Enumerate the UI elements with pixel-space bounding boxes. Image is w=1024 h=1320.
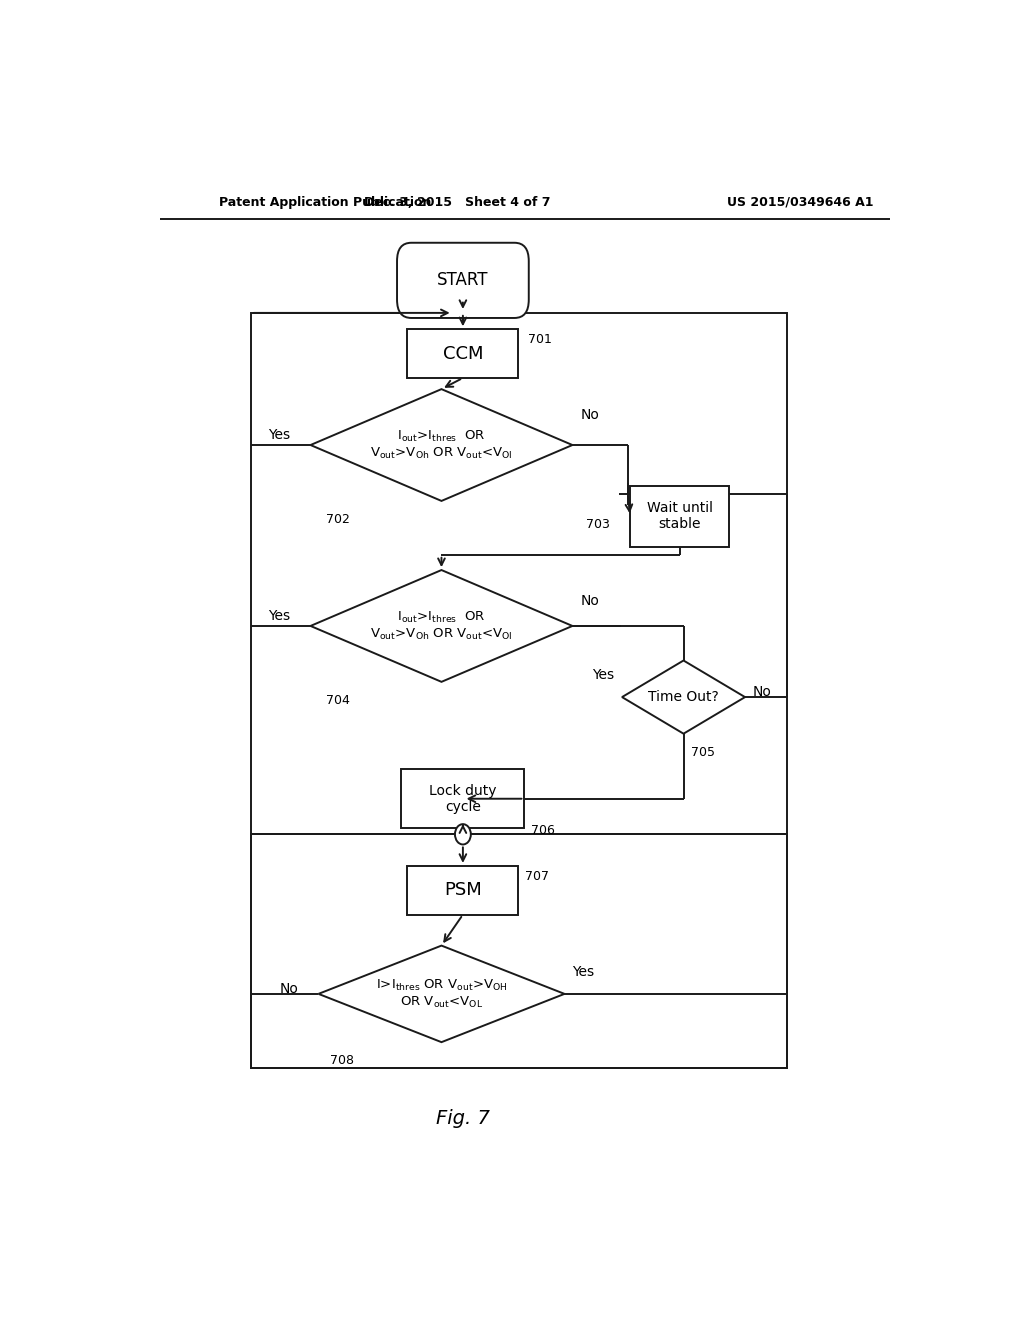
Text: 707: 707 xyxy=(524,870,549,883)
Text: No: No xyxy=(753,685,772,700)
Text: Fig. 7: Fig. 7 xyxy=(436,1109,489,1129)
Text: 703: 703 xyxy=(587,517,610,531)
Bar xyxy=(408,329,518,378)
Text: US 2015/0349646 A1: US 2015/0349646 A1 xyxy=(727,195,873,209)
Polygon shape xyxy=(310,570,572,682)
Text: I$_{\mathrm{out}}$>I$_{\mathrm{thres}}$  OR
V$_{\mathrm{out}}$>V$_{\mathrm{Oh}}$: I$_{\mathrm{out}}$>I$_{\mathrm{thres}}$ … xyxy=(370,610,513,642)
Bar xyxy=(630,486,729,546)
Text: Time Out?: Time Out? xyxy=(648,690,719,704)
Text: 705: 705 xyxy=(691,746,716,759)
Text: START: START xyxy=(437,272,488,289)
Text: Yes: Yes xyxy=(572,965,595,978)
Polygon shape xyxy=(310,389,572,500)
Text: No: No xyxy=(581,408,599,421)
Text: 702: 702 xyxy=(327,513,350,527)
Bar xyxy=(408,866,518,915)
Polygon shape xyxy=(622,660,745,734)
Bar xyxy=(251,834,786,1068)
Text: Yes: Yes xyxy=(268,609,291,623)
Bar xyxy=(251,313,786,1068)
Text: Dec. 3, 2015   Sheet 4 of 7: Dec. 3, 2015 Sheet 4 of 7 xyxy=(365,195,551,209)
FancyBboxPatch shape xyxy=(397,243,528,318)
Text: Patent Application Publication: Patent Application Publication xyxy=(219,195,432,209)
Text: I>I$_{\mathrm{thres}}$ OR V$_{\mathrm{out}}$>V$_{\mathrm{OH}}$
OR V$_{\mathrm{ou: I>I$_{\mathrm{thres}}$ OR V$_{\mathrm{ou… xyxy=(376,978,507,1010)
Text: I$_{\mathrm{out}}$>I$_{\mathrm{thres}}$  OR
V$_{\mathrm{out}}$>V$_{\mathrm{Oh}}$: I$_{\mathrm{out}}$>I$_{\mathrm{thres}}$ … xyxy=(370,429,513,461)
Circle shape xyxy=(455,824,471,845)
Text: 704: 704 xyxy=(327,694,350,708)
Text: Yes: Yes xyxy=(592,668,614,681)
Text: Lock duty
cycle: Lock duty cycle xyxy=(429,784,497,814)
Polygon shape xyxy=(318,945,564,1043)
Text: No: No xyxy=(581,594,599,607)
Text: PSM: PSM xyxy=(444,882,481,899)
Text: 701: 701 xyxy=(528,333,552,346)
Text: CCM: CCM xyxy=(442,345,483,363)
Text: 706: 706 xyxy=(530,824,555,837)
Bar xyxy=(401,770,524,828)
Text: 708: 708 xyxy=(331,1055,354,1068)
Text: Wait until
stable: Wait until stable xyxy=(646,502,713,531)
Text: Yes: Yes xyxy=(268,428,291,442)
Text: No: No xyxy=(280,982,299,995)
